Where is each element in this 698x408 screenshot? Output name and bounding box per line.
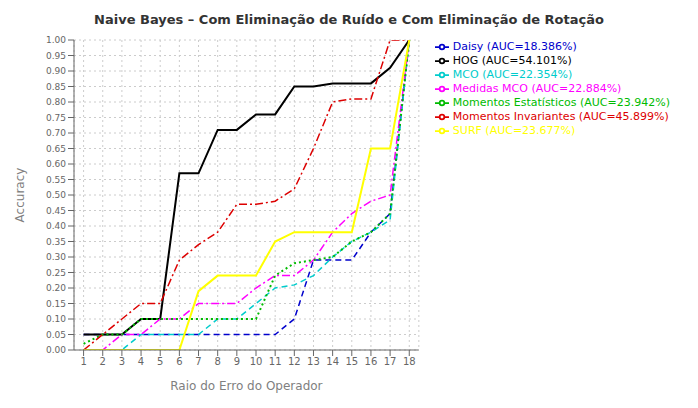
svg-text:14: 14 <box>326 356 339 367</box>
svg-text:0.35: 0.35 <box>46 237 66 247</box>
svg-text:11: 11 <box>269 356 282 367</box>
svg-text:10: 10 <box>250 356 263 367</box>
html-text:HOG (AUC=54.101%): HOG (AUC=54.101%) <box>452 54 572 67</box>
svg-text:0.70: 0.70 <box>46 128 66 138</box>
svg-text:5: 5 <box>157 356 163 367</box>
svg-text:0.60: 0.60 <box>46 159 66 169</box>
html-text:SURF (AUC=23.677%): SURF (AUC=23.677%) <box>452 124 576 137</box>
svg-text:1.00: 1.00 <box>46 35 66 45</box>
svg-text:Accuracy: Accuracy <box>13 168 27 223</box>
svg-text:0.50: 0.50 <box>46 190 66 200</box>
html-text:MCO (AUC=22.354%): MCO (AUC=22.354%) <box>452 68 573 81</box>
svg-text:0.20: 0.20 <box>46 283 66 293</box>
svg-text:0.30: 0.30 <box>46 252 66 262</box>
svg-text:8: 8 <box>214 356 220 367</box>
svg-text:Raio do Erro do Operador: Raio do Erro do Operador <box>170 379 322 393</box>
svg-text:0.55: 0.55 <box>46 175 66 185</box>
svg-text:13: 13 <box>307 356 320 367</box>
svg-text:0.40: 0.40 <box>46 221 66 231</box>
svg-text:0.90: 0.90 <box>46 66 66 76</box>
html-text:Medidas MCO (AUC=22.884%): Medidas MCO (AUC=22.884%) <box>452 82 622 95</box>
svg-text:0.85: 0.85 <box>46 82 66 92</box>
svg-text:0.45: 0.45 <box>46 206 66 216</box>
svg-text:0.05: 0.05 <box>46 330 66 340</box>
svg-text:0.25: 0.25 <box>46 268 66 278</box>
svg-text:9: 9 <box>234 356 240 367</box>
svg-text:4: 4 <box>138 356 144 367</box>
svg-text:0.75: 0.75 <box>46 113 66 123</box>
svg-text:18: 18 <box>403 356 416 367</box>
html-text:Momentos Invariantes (AUC=45.8: Momentos Invariantes (AUC=45.899%) <box>452 110 669 123</box>
svg-text:15: 15 <box>345 356 358 367</box>
html-text:Naive Bayes – Com Eliminação d: Naive Bayes – Com Eliminação de Ruído e … <box>94 12 604 27</box>
svg-text:0.65: 0.65 <box>46 144 66 154</box>
svg-text:17: 17 <box>384 356 397 367</box>
svg-text:1: 1 <box>80 356 86 367</box>
svg-text:6: 6 <box>176 356 182 367</box>
svg-text:16: 16 <box>365 356 378 367</box>
svg-text:2: 2 <box>100 356 106 367</box>
svg-text:0.80: 0.80 <box>46 97 66 107</box>
svg-text:0.15: 0.15 <box>46 299 66 309</box>
html-text:Momentos Estatísticos (AUC=23.: Momentos Estatísticos (AUC=23.942%) <box>452 96 670 109</box>
svg-text:3: 3 <box>119 356 125 367</box>
svg-text:0.95: 0.95 <box>46 51 66 61</box>
svg-text:7: 7 <box>195 356 201 367</box>
svg-text:12: 12 <box>288 356 301 367</box>
svg-text:0.00: 0.00 <box>46 345 66 355</box>
html-text:Daisy (AUC=18.386%): Daisy (AUC=18.386%) <box>452 40 577 53</box>
svg-text:0.10: 0.10 <box>46 314 66 324</box>
